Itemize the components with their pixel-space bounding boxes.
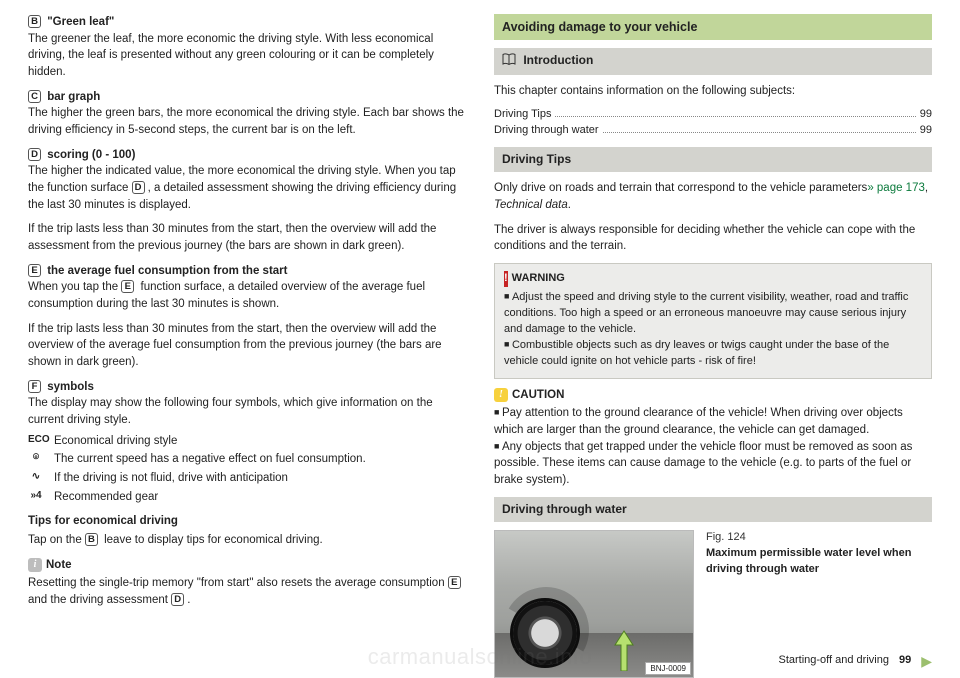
next-page-icon: ▶ bbox=[921, 651, 932, 671]
toc-page: 99 bbox=[920, 123, 932, 139]
note-title: Note bbox=[46, 557, 72, 574]
tips-title: Tips for economical driving bbox=[28, 513, 466, 530]
driving-tips-heading: Driving Tips bbox=[494, 147, 932, 172]
caution-box: ! CAUTION Pay attention to the ground cl… bbox=[494, 387, 932, 489]
note-box: i Note Resetting the single-trip memory … bbox=[28, 557, 466, 609]
B-title: "Green leaf" bbox=[47, 16, 114, 28]
F-title: symbols bbox=[47, 381, 94, 393]
symbol-row: ∿ If the driving is not fluid, drive wit… bbox=[28, 470, 466, 487]
symbol-text: Economical driving style bbox=[54, 433, 177, 450]
C-body: The higher the green bars, the more econ… bbox=[28, 105, 466, 138]
warning-icon: ! bbox=[504, 271, 508, 287]
key-D-inline: D bbox=[132, 181, 145, 194]
fluid-icon: ∿ bbox=[28, 470, 44, 485]
right-column: Avoiding damage to your vehicle Introduc… bbox=[494, 14, 932, 634]
page-footer: Starting-off and driving 99 ▶ bbox=[28, 651, 932, 671]
warning-title: WARNING bbox=[512, 271, 565, 287]
toc-row: Driving through water 99 bbox=[494, 123, 932, 139]
toc-row: Driving Tips 99 bbox=[494, 107, 932, 123]
info-icon: i bbox=[28, 558, 42, 572]
toc-label: Driving through water bbox=[494, 123, 599, 139]
E-para2: If the trip lasts less than 30 minutes f… bbox=[28, 321, 466, 371]
footer-chapter: Starting-off and driving bbox=[778, 653, 888, 669]
F-body: The display may show the following four … bbox=[28, 395, 466, 428]
toc: Driving Tips 99 Driving through water 99 bbox=[494, 107, 932, 139]
symbol-row: ⌾ The current speed has a negative effec… bbox=[28, 451, 466, 468]
toc-page: 99 bbox=[920, 107, 932, 123]
toc-label: Driving Tips bbox=[494, 107, 551, 123]
B-header: B "Green leaf" bbox=[28, 14, 466, 31]
E-title: the average fuel consumption from the st… bbox=[47, 265, 287, 277]
book-icon bbox=[502, 53, 516, 70]
C-header: C bar graph bbox=[28, 89, 466, 106]
warning-item: Adjust the speed and driving style to th… bbox=[504, 290, 922, 338]
symbol-text: The current speed has a negative effect … bbox=[54, 451, 366, 468]
D-para2: If the trip lasts less than 30 minutes f… bbox=[28, 221, 466, 254]
key-F: F bbox=[28, 380, 41, 393]
symbol-text: Recommended gear bbox=[54, 489, 158, 506]
symbol-text: If the driving is not fluid, drive with … bbox=[54, 470, 288, 487]
left-column: B "Green leaf" The greener the leaf, the… bbox=[28, 14, 466, 634]
intro-heading: Introduction bbox=[494, 48, 932, 74]
key-D: D bbox=[28, 148, 41, 161]
speed-icon: ⌾ bbox=[28, 451, 44, 466]
toc-dots bbox=[555, 107, 915, 117]
section-heading: Avoiding damage to your vehicle bbox=[494, 14, 932, 40]
eco-icon: ECO bbox=[28, 433, 44, 448]
caution-item: Any objects that get trapped under the v… bbox=[494, 439, 932, 489]
symbol-row: ECO Economical driving style bbox=[28, 433, 466, 450]
symbols-list: ECO Economical driving style ⌾ The curre… bbox=[28, 433, 466, 506]
toc-dots bbox=[603, 123, 916, 133]
technical-data: Technical data bbox=[494, 199, 568, 211]
key-E-inline: E bbox=[121, 280, 134, 293]
key-C: C bbox=[28, 90, 41, 103]
E-body: When you tap the E function surface, a d… bbox=[28, 279, 466, 312]
tips-p2: The driver is always responsible for dec… bbox=[494, 222, 932, 255]
C-title: bar graph bbox=[47, 91, 100, 103]
E-header: E the average fuel consumption from the … bbox=[28, 263, 466, 280]
tips-body: Tap on the B leave to display tips for e… bbox=[28, 532, 466, 549]
warning-item: Combustible objects such as dry leaves o… bbox=[504, 338, 922, 370]
page-link[interactable]: » page 173 bbox=[867, 182, 925, 194]
note-body: Resetting the single-trip memory "from s… bbox=[28, 575, 466, 608]
key-B: B bbox=[28, 15, 41, 28]
key-E: E bbox=[28, 264, 41, 277]
caution-icon: ! bbox=[494, 388, 508, 402]
caution-title: CAUTION bbox=[512, 387, 564, 404]
D-body: The higher the indicated value, the more… bbox=[28, 163, 466, 213]
figure-number: Fig. 124 bbox=[706, 531, 746, 543]
D-header: D scoring (0 - 100) bbox=[28, 147, 466, 164]
F-header: F symbols bbox=[28, 379, 466, 396]
intro-body: This chapter contains information on the… bbox=[494, 83, 932, 100]
gear-icon: »4 bbox=[28, 489, 44, 504]
key-D-note: D bbox=[171, 593, 184, 606]
caution-item: Pay attention to the ground clearance of… bbox=[494, 405, 932, 438]
key-B-inline: B bbox=[85, 533, 98, 546]
symbol-row: »4 Recommended gear bbox=[28, 489, 466, 506]
D-title: scoring (0 - 100) bbox=[47, 149, 135, 161]
footer-page: 99 bbox=[899, 653, 911, 669]
B-body: The greener the leaf, the more economic … bbox=[28, 31, 466, 81]
key-E-note: E bbox=[448, 576, 461, 589]
water-heading: Driving through water bbox=[494, 497, 932, 522]
warning-box: ! WARNING Adjust the speed and driving s… bbox=[494, 263, 932, 379]
figure-caption-text: Maximum permissible water level when dri… bbox=[706, 547, 911, 575]
tips-p1: Only drive on roads and terrain that cor… bbox=[494, 180, 932, 213]
